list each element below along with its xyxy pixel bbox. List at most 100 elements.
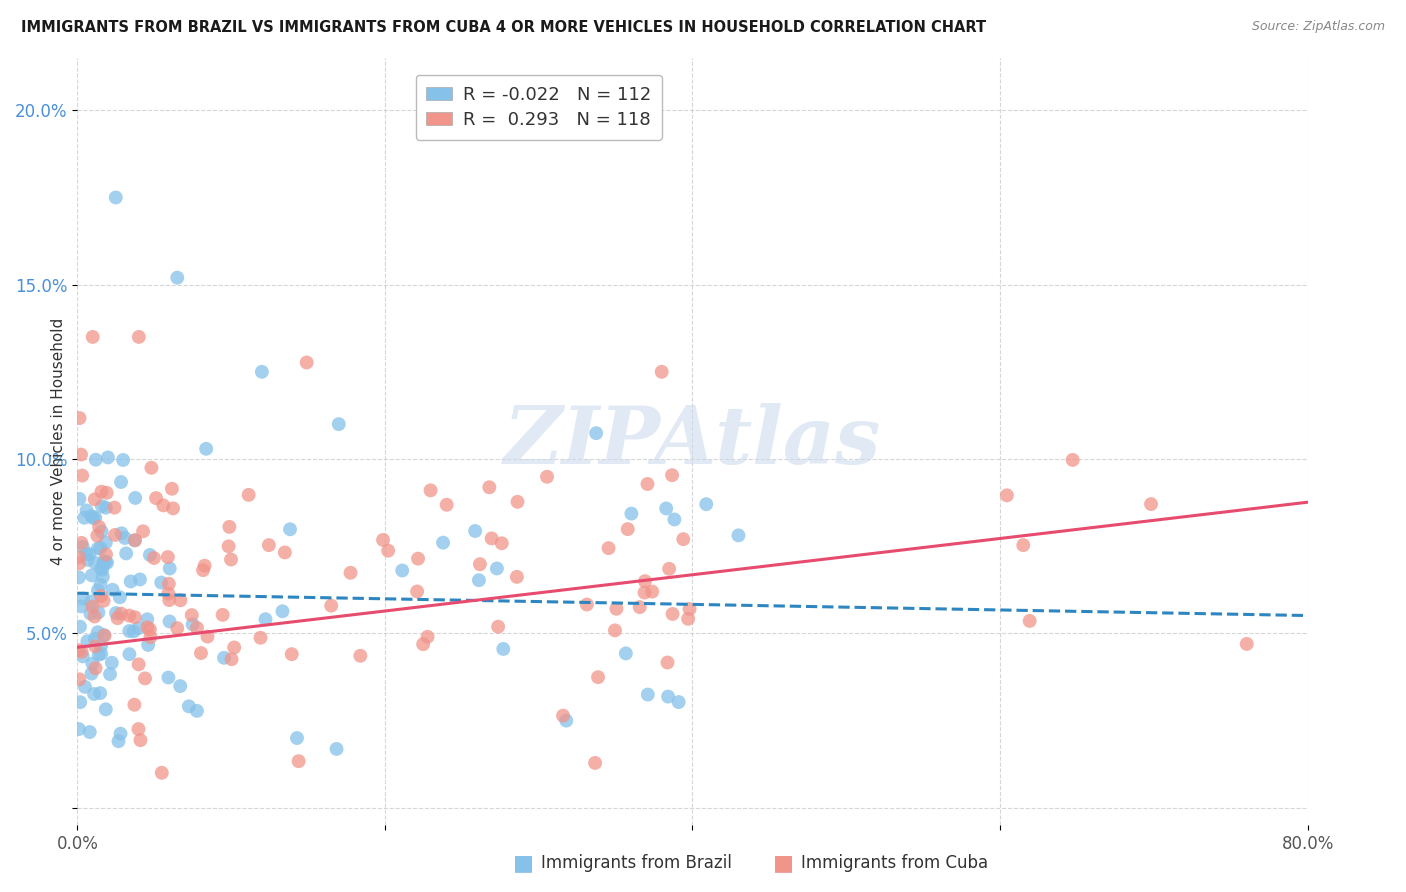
Point bbox=[101, 582, 124, 597]
Point bbox=[995, 488, 1018, 502]
Point bbox=[69, 411, 91, 425]
Point bbox=[128, 330, 150, 344]
Point bbox=[129, 573, 152, 587]
Point bbox=[1012, 538, 1035, 552]
Point bbox=[94, 555, 117, 569]
Point bbox=[93, 594, 115, 608]
Point bbox=[91, 563, 114, 577]
Point bbox=[668, 695, 690, 709]
Point bbox=[160, 482, 183, 496]
Point bbox=[1236, 637, 1258, 651]
Point bbox=[492, 642, 515, 657]
Point bbox=[377, 543, 399, 558]
Point bbox=[371, 533, 394, 547]
Point bbox=[84, 556, 107, 570]
Point bbox=[67, 570, 90, 584]
Point bbox=[633, 585, 655, 599]
Point bbox=[114, 531, 136, 545]
Text: ZIPAtlas: ZIPAtlas bbox=[503, 403, 882, 480]
Point bbox=[67, 550, 90, 565]
Point bbox=[325, 742, 347, 756]
Point bbox=[70, 468, 93, 483]
Point bbox=[73, 510, 96, 524]
Point bbox=[218, 520, 240, 534]
Point bbox=[87, 648, 110, 662]
Point bbox=[80, 568, 103, 582]
Point bbox=[614, 647, 637, 661]
Point bbox=[468, 573, 491, 587]
Point bbox=[80, 594, 103, 608]
Point bbox=[94, 535, 117, 549]
Point bbox=[139, 630, 162, 644]
Point bbox=[79, 725, 101, 739]
Point bbox=[84, 452, 107, 467]
Point bbox=[142, 551, 165, 566]
Point bbox=[575, 598, 598, 612]
Text: Immigrants from Cuba: Immigrants from Cuba bbox=[801, 855, 988, 872]
Point bbox=[84, 510, 107, 524]
Point bbox=[661, 607, 683, 621]
Point bbox=[506, 570, 529, 584]
Point bbox=[257, 538, 280, 552]
Point bbox=[118, 647, 141, 661]
Point bbox=[83, 632, 105, 646]
Point bbox=[491, 536, 513, 550]
Point bbox=[190, 646, 212, 660]
Point bbox=[250, 365, 273, 379]
Point bbox=[486, 620, 509, 634]
Point bbox=[657, 656, 679, 670]
Point bbox=[90, 524, 112, 539]
Point bbox=[89, 686, 111, 700]
Point bbox=[89, 520, 111, 534]
Point bbox=[80, 509, 103, 524]
Point bbox=[87, 541, 110, 556]
Point bbox=[70, 536, 93, 550]
Point bbox=[136, 638, 159, 652]
Point bbox=[90, 561, 112, 575]
Point bbox=[127, 722, 149, 736]
Point bbox=[156, 549, 179, 564]
Point bbox=[112, 453, 135, 467]
Point bbox=[271, 604, 294, 618]
Point bbox=[162, 501, 184, 516]
Point bbox=[90, 647, 112, 661]
Point bbox=[67, 491, 90, 506]
Point bbox=[586, 670, 609, 684]
Point bbox=[468, 558, 491, 572]
Point bbox=[87, 583, 110, 598]
Point bbox=[195, 442, 218, 456]
Point bbox=[84, 661, 107, 675]
Point bbox=[339, 566, 361, 580]
Point bbox=[110, 526, 132, 541]
Point bbox=[76, 553, 98, 567]
Point bbox=[254, 612, 277, 626]
Point bbox=[186, 621, 208, 635]
Point bbox=[104, 190, 127, 204]
Point bbox=[664, 512, 686, 526]
Point bbox=[169, 679, 191, 693]
Point bbox=[212, 650, 235, 665]
Point bbox=[105, 606, 128, 620]
Point bbox=[124, 491, 146, 505]
Point bbox=[89, 541, 111, 555]
Legend: R = -0.022   N = 112, R =  0.293   N = 118: R = -0.022 N = 112, R = 0.293 N = 118 bbox=[416, 75, 662, 139]
Point bbox=[103, 500, 125, 515]
Point bbox=[295, 355, 318, 369]
Point bbox=[91, 557, 114, 571]
Point bbox=[110, 727, 132, 741]
Point bbox=[218, 539, 240, 553]
Point bbox=[221, 652, 243, 666]
Point bbox=[104, 528, 127, 542]
Point bbox=[481, 532, 503, 546]
Point bbox=[166, 621, 188, 635]
Point bbox=[136, 612, 159, 626]
Point bbox=[661, 468, 683, 483]
Point bbox=[128, 621, 150, 635]
Point bbox=[79, 547, 101, 561]
Point bbox=[76, 634, 98, 648]
Point bbox=[80, 666, 103, 681]
Point bbox=[464, 524, 486, 538]
Point bbox=[69, 695, 91, 709]
Point bbox=[141, 460, 163, 475]
Point bbox=[637, 477, 659, 491]
